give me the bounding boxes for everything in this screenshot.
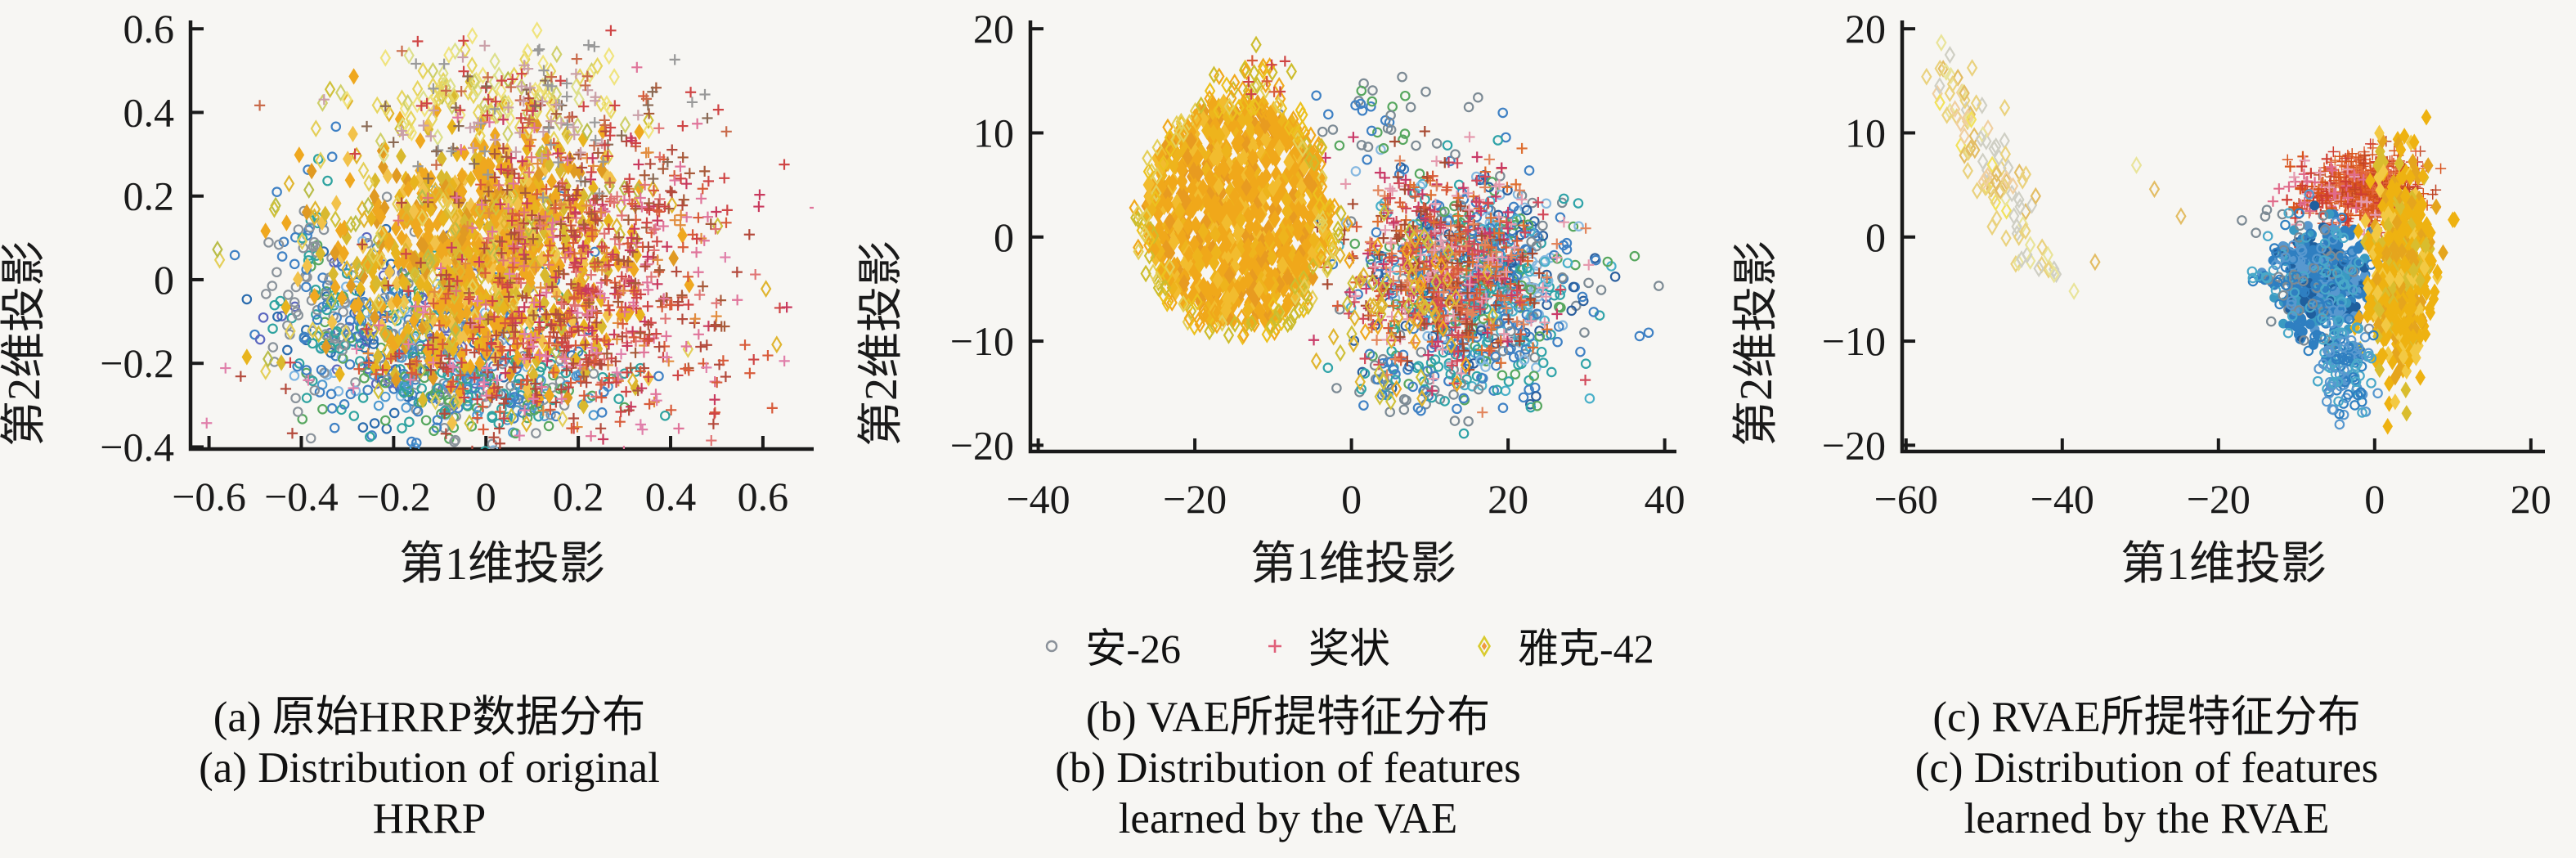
cluster-安-26	[2237, 204, 2273, 238]
x-tick-label: 0	[2364, 476, 2385, 522]
tick-labels: −40 −20 0 20 40 −20 −10 0 10 20	[950, 6, 1685, 522]
tick-labels: −60 −40 −20 0 20 −20 −10 0 10 20	[1822, 6, 2551, 522]
x-tick-label: 20	[2511, 476, 2551, 522]
axis-ticks	[1902, 27, 2533, 451]
cluster-奖状	[1243, 55, 1290, 100]
x-tick-label: 0.4	[645, 474, 697, 519]
x-tick-label: 40	[1645, 476, 1685, 522]
caption-c-en2: learned by the RVAE	[1963, 795, 2330, 842]
y-tick-label: 0.6	[123, 6, 175, 52]
x-tick-label: 0.6	[738, 474, 789, 519]
caption-a-zh: (a) 原始HRRP数据分布	[213, 694, 646, 741]
y-tick-label: −0.4	[100, 424, 174, 469]
x-tick-label: −40	[2031, 476, 2094, 522]
axis-lines	[188, 20, 814, 451]
axis-lines	[1900, 20, 2545, 454]
y-tick-label: 0	[994, 214, 1014, 260]
caption-a: (a) 原始HRRP数据分布 (a) Distribution of origi…	[0, 692, 859, 844]
scatter-plot-b: 第1维投影 第2维投影 −40 −20 0 20 40 −20 −10 0 10 20	[856, 6, 1685, 590]
x-tick-label: −0.6	[172, 474, 246, 519]
legend-item-an26: 安-26	[1039, 616, 1181, 675]
data-points	[1129, 35, 1664, 439]
x-tick-label: 20	[1488, 476, 1528, 522]
x-tick-label: −20	[2187, 476, 2251, 522]
x-tick-label: −0.4	[264, 474, 339, 519]
data-points	[201, 21, 814, 449]
x-tick-label: 0	[1341, 476, 1362, 522]
cluster-雅克-42	[1208, 35, 1297, 95]
axis-lines	[1028, 20, 1676, 454]
legend: 安-26 奖状 雅克-42	[918, 620, 1776, 672]
cluster-安-26	[1274, 71, 1483, 189]
plus-marker-icon	[1268, 640, 1281, 653]
caption-c-en1: (c) Distribution of features	[1914, 744, 2379, 792]
legend-item-jiangzhuang: 奖状	[1263, 616, 1390, 675]
y-tick-label: 0	[154, 257, 174, 303]
tick-labels: −0.6 −0.4 −0.2 0 0.2 0.4 0.6 −0.4 −0.2 0 0.2 0.4 0.6	[100, 6, 788, 519]
cluster-安-26	[2312, 285, 2383, 430]
cluster-雅克-42	[2349, 109, 2460, 435]
diamond-marker-icon	[1477, 635, 1492, 658]
x-tick-label: −40	[1006, 476, 1070, 522]
y-tick-label: −0.2	[100, 340, 174, 386]
caption-c: (c) RVAE所提特征分布 (c) Distribution of featu…	[1717, 692, 2576, 844]
y-tick-label: 0.4	[123, 89, 175, 135]
x-tick-label: −0.2	[357, 474, 431, 519]
caption-a-en2: HRRP	[372, 795, 487, 842]
x-tick-label: −60	[1874, 476, 1938, 522]
caption-c-zh: (c) RVAE所提特征分布	[1932, 694, 2361, 741]
y-axis-label-b: 第2维投影	[856, 240, 907, 447]
y-tick-label: −20	[1822, 422, 1886, 468]
cluster-奖状	[201, 233, 790, 449]
x-axis-label-a: 第1维投影	[399, 539, 605, 590]
legend-label: 奖状	[1308, 626, 1390, 672]
y-tick-label: −10	[950, 318, 1014, 364]
scatter-plot-a: 第1维投影 第2维投影 −0.6 −0.4 −0.2 0 0.2 0.4 0.6−0.4−0…	[0, 6, 814, 590]
x-tick-label: 0	[476, 474, 496, 519]
circle-marker-icon	[1046, 640, 1058, 653]
cluster-奖状	[254, 25, 732, 204]
cluster-雅克-42	[1129, 76, 1347, 346]
legend-label: 安-26	[1085, 626, 1181, 672]
y-tick-label: 20	[1845, 6, 1886, 52]
y-tick-label: −10	[1822, 318, 1886, 364]
caption-a-en1: (a) Distribution of original	[199, 744, 660, 792]
caption-b-en1: (b) Distribution of features	[1055, 744, 1521, 792]
y-tick-label: 10	[1845, 110, 1886, 155]
data-points	[1921, 34, 2460, 435]
cluster-雅克-42	[1921, 34, 2041, 234]
axis-ticks	[1030, 27, 1667, 451]
x-axis-label-b: 第1维投影	[1250, 539, 1456, 590]
cluster-安-26	[2246, 189, 2387, 364]
x-tick-label: 0.2	[553, 474, 604, 519]
caption-b-zh: (b) VAE所提特征分布	[1085, 694, 1491, 741]
cluster-雅克-42	[1986, 209, 2062, 284]
y-tick-label: 20	[973, 6, 1014, 52]
y-axis-label-c: 第2维投影	[1731, 240, 1782, 447]
caption-b-en2: learned by the VAE	[1118, 795, 1458, 842]
scatter-plot-c: 第1维投影 第2维投影 −60 −40 −20 0 20 −20 −10 0 10 20	[1731, 6, 2551, 590]
y-tick-label: 10	[973, 110, 1014, 155]
cluster-雅克-42	[2068, 156, 2187, 300]
y-tick-label: 0.2	[123, 173, 175, 219]
caption-b: (b) VAE所提特征分布 (b) Distribution of featur…	[859, 692, 1717, 844]
y-axis-label-a: 第2维投影	[0, 240, 50, 447]
legend-label: 雅克-42	[1518, 626, 1654, 672]
y-tick-label: 0	[1865, 214, 1886, 260]
y-tick-label: −20	[950, 422, 1014, 468]
x-tick-label: −20	[1163, 476, 1227, 522]
legend-item-yak42: 雅克-42	[1472, 616, 1654, 675]
x-axis-label-c: 第1维投影	[2120, 539, 2327, 590]
